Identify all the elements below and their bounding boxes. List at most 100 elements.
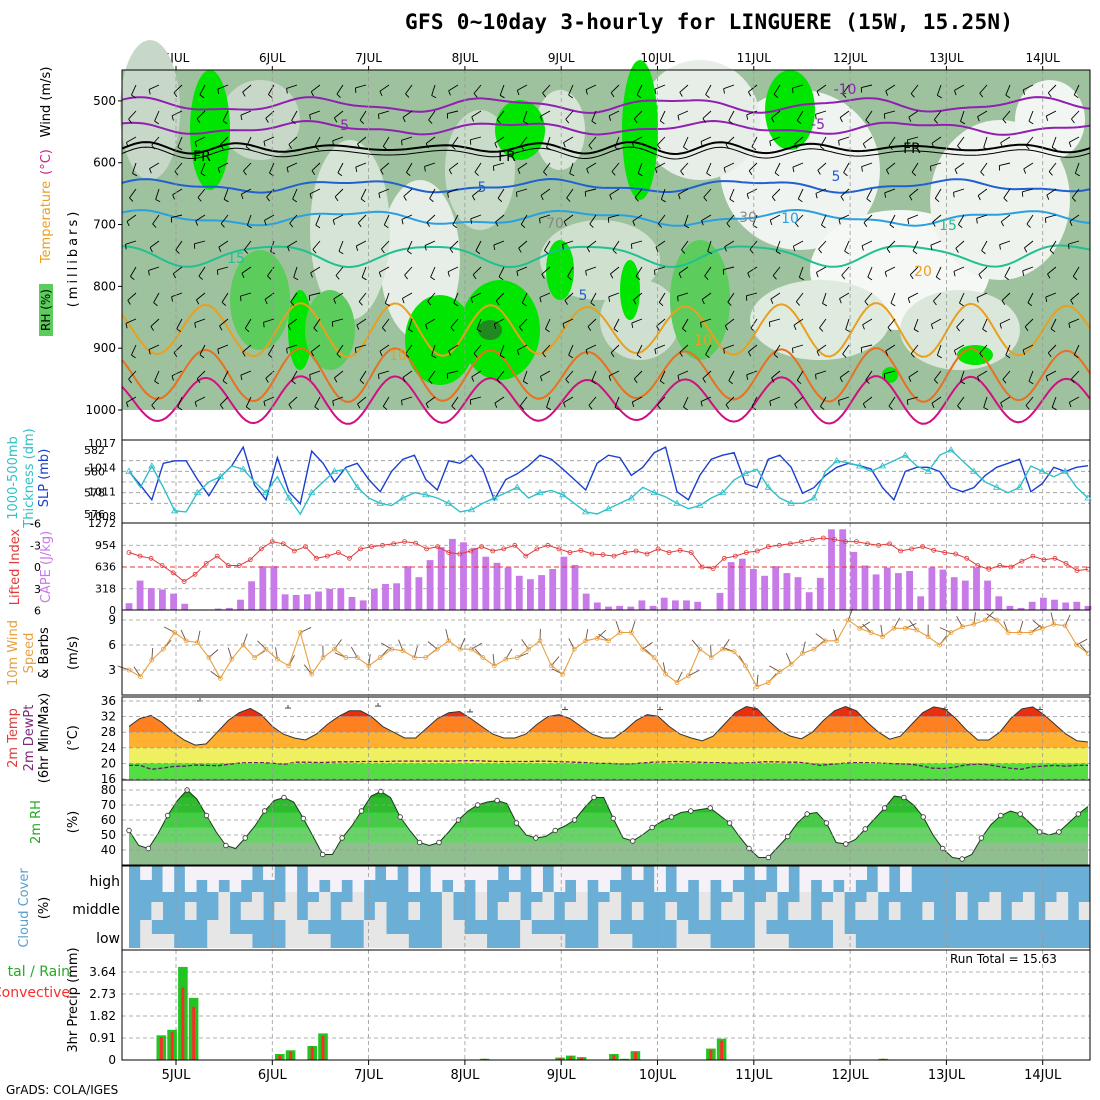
wind-barb — [957, 136, 965, 147]
wind-barb — [1046, 370, 1057, 377]
wind-barb — [979, 344, 988, 354]
wind-barb-flag — [332, 219, 336, 225]
cape-bar — [415, 577, 423, 610]
cape-bar — [1073, 601, 1081, 610]
wind-barb — [171, 214, 183, 219]
wind-barb-flag — [516, 90, 520, 96]
precip-tick-label: 0.91 — [89, 1031, 116, 1045]
cape-bar — [1084, 605, 1092, 610]
wind-barb — [1025, 136, 1034, 146]
wind-barb — [977, 110, 988, 117]
wind-barb-flag — [172, 194, 175, 200]
wind-barb — [200, 162, 206, 174]
wind-barb — [475, 240, 482, 251]
cloud-middle-cell — [732, 892, 745, 920]
cape-bar — [571, 564, 579, 610]
wind-barb-flag — [862, 143, 866, 149]
wind-barb-flag — [820, 146, 825, 151]
wind-barb — [542, 84, 551, 94]
cape-bar — [627, 606, 635, 610]
wind-barb — [1074, 162, 1080, 174]
wind-barb — [476, 318, 482, 330]
cloud-middle-cell — [922, 902, 935, 920]
wind-barb — [129, 188, 137, 199]
cloud-high-cell — [609, 866, 622, 880]
wind-barb-flag — [867, 276, 873, 281]
cloud-high-cell — [598, 866, 610, 892]
rh-marker — [242, 835, 248, 841]
wind-barb-flag — [937, 354, 942, 359]
cloud-low-cell — [832, 920, 845, 948]
wind-barb — [288, 396, 298, 405]
wind-barb — [519, 396, 528, 406]
wind-speed-marker — [583, 638, 589, 644]
wind-barb — [822, 292, 827, 304]
wind-barb-flag — [546, 407, 552, 411]
wind-barb — [660, 188, 666, 200]
wind-barb — [816, 84, 827, 92]
bottom-axis-tick-label: 7JUL — [354, 1068, 384, 1083]
wind-barb-flag — [471, 195, 476, 201]
wind-speed-marker — [457, 646, 463, 652]
wind-barb-flag — [194, 322, 197, 328]
wind-barb — [637, 162, 643, 174]
li-marker — [931, 547, 937, 553]
cape-bar — [850, 551, 858, 610]
wind-speed-marker — [172, 630, 178, 635]
wind-barb — [217, 84, 229, 90]
wind-barb-flag — [312, 249, 317, 254]
wind-barb-flag — [792, 348, 794, 354]
wind-speed-marker — [788, 661, 794, 667]
wind-barb — [429, 188, 436, 199]
cape-bar — [649, 605, 657, 610]
cape-bar — [315, 591, 322, 610]
wind-barb — [539, 214, 551, 219]
cloud-high-cell — [184, 866, 197, 892]
cape-bar — [159, 589, 166, 610]
rh-marker — [901, 794, 907, 801]
wind-barb-flag — [610, 352, 615, 358]
wind-barb-flag — [361, 276, 367, 281]
wind-barb-flag — [746, 114, 749, 120]
wind-barb — [359, 370, 367, 381]
wind-barb-flag — [977, 116, 980, 122]
wind-barb — [568, 84, 574, 96]
wind-barb — [448, 344, 459, 352]
pressure-units-label: (millibars) — [66, 209, 81, 308]
li-marker — [567, 550, 573, 555]
wind-barb-flag — [131, 354, 136, 359]
wind-barb — [379, 344, 390, 352]
wind-barb — [546, 136, 551, 148]
wind-barb-flag — [310, 91, 314, 97]
wind-barb — [199, 84, 206, 95]
wind-barb-flag — [378, 193, 381, 199]
cloud-high-cell — [631, 866, 644, 880]
wind-barb — [125, 318, 137, 324]
wind-barb — [866, 188, 873, 199]
cape-bar — [772, 566, 780, 610]
wind-barb — [379, 84, 390, 92]
thickness-marker — [490, 494, 499, 501]
wind-barb — [1024, 240, 1034, 249]
slp-tick-label: 1011 — [88, 486, 116, 499]
cloud-high-cell — [408, 866, 421, 892]
cape-bar — [1006, 605, 1014, 610]
cloud-low-cell — [296, 920, 309, 948]
wind-barb-flag — [861, 245, 864, 251]
li-marker — [324, 553, 330, 559]
rh-marker — [726, 820, 733, 826]
cape-bar — [248, 581, 255, 610]
wind-barb — [544, 240, 551, 251]
wind-barb — [448, 84, 459, 92]
wind-barb-flag — [171, 296, 173, 302]
cloud-high-cell — [710, 866, 722, 880]
cape-bar — [961, 580, 969, 610]
wind-barb — [150, 318, 160, 327]
wind-barb — [196, 370, 206, 380]
wind-barb-flag — [333, 298, 337, 304]
thickness-line — [128, 449, 1089, 516]
cape-bar — [694, 601, 702, 610]
wind-barb-flag — [654, 89, 657, 95]
wind-barb — [976, 292, 988, 298]
wind-barb-flag — [656, 325, 660, 331]
